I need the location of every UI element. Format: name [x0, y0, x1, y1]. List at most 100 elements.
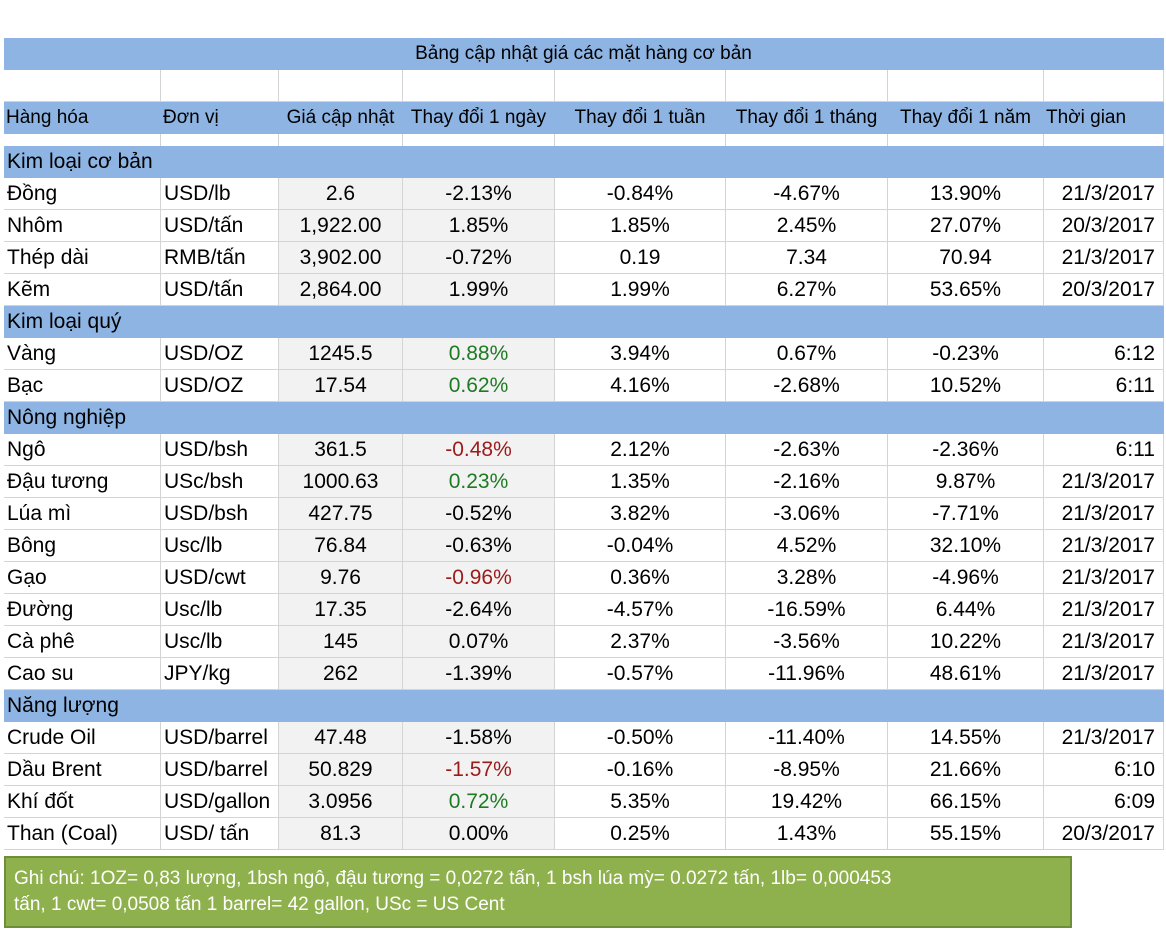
cell-price: 17.54 — [279, 370, 403, 402]
cell-price: 1245.5 — [279, 338, 403, 370]
table-body: Kim loại cơ bản Đồng USD/lb 2.6 -2.13% -0.84%… — [4, 146, 1164, 850]
gap-cell — [726, 134, 888, 146]
cell-change-week: 1.85% — [555, 210, 726, 242]
category-row: Nông nghiệp — [4, 402, 1164, 434]
note-line-2: tấn, 1 cwt= 0,0508 tấn 1 barrel= 42 gall… — [14, 894, 505, 915]
cell-change-day: -1.39% — [403, 658, 555, 690]
cell-change-month: -2.63% — [726, 434, 888, 466]
cell-price: 1000.63 — [279, 466, 403, 498]
table-row: Bông Usc/lb 76.84 -0.63% -0.04% 4.52% 32.10% 21… — [4, 530, 1164, 562]
table-row: Lúa mì USD/bsh 427.75 -0.52% 3.82% -3.06% -7.7… — [4, 498, 1164, 530]
cell-change-week: -4.57% — [555, 594, 726, 626]
cell-price: 2,864.00 — [279, 274, 403, 306]
header-price: Giá cập nhật — [279, 102, 403, 134]
cell-commodity: Đồng — [4, 178, 161, 210]
cell-unit: USD/lb — [161, 178, 279, 210]
cell-change-day: 0.88% — [403, 338, 555, 370]
cell-change-week: -0.16% — [555, 754, 726, 786]
title-row: Bảng cập nhật giá các mặt hàng cơ bản — [4, 38, 1164, 70]
cell-change-year: 9.87% — [888, 466, 1044, 498]
cell-time: 21/3/2017 — [1044, 722, 1164, 754]
cell-price: 76.84 — [279, 530, 403, 562]
blank-cell — [888, 70, 1044, 102]
table-row: Crude Oil USD/barrel 47.48 -1.58% -0.50% -11.… — [4, 722, 1164, 754]
table-row: Khí đốt USD/gallon 3.0956 0.72% 5.35% 19.42% 6… — [4, 786, 1164, 818]
cell-commodity: Đậu tương — [4, 466, 161, 498]
table-row: Cà phê Usc/lb 145 0.07% 2.37% -3.56% 10.22% 21/… — [4, 626, 1164, 658]
cell-commodity: Bạc — [4, 370, 161, 402]
cell-change-week: 0.36% — [555, 562, 726, 594]
note-box: Ghi chú: 1OZ= 0,83 lượng, 1bsh ngô, đậu … — [4, 856, 1072, 928]
cell-price: 50.829 — [279, 754, 403, 786]
cell-time: 21/3/2017 — [1044, 242, 1164, 274]
header-unit: Đơn vị — [161, 102, 279, 134]
cell-commodity: Lúa mì — [4, 498, 161, 530]
cell-commodity: Than (Coal) — [4, 818, 161, 850]
cell-time: 6:12 — [1044, 338, 1164, 370]
cell-unit: USD/barrel — [161, 722, 279, 754]
cell-change-year: 70.94 — [888, 242, 1044, 274]
cell-price: 2.6 — [279, 178, 403, 210]
cell-unit: USD/barrel — [161, 754, 279, 786]
gap-cell — [4, 134, 161, 146]
category-label: Kim loại cơ bản — [4, 146, 1164, 178]
cell-price: 1,922.00 — [279, 210, 403, 242]
cell-change-week: 3.94% — [555, 338, 726, 370]
cell-time: 20/3/2017 — [1044, 274, 1164, 306]
category-label: Nông nghiệp — [4, 402, 1164, 434]
cell-price: 262 — [279, 658, 403, 690]
blank-cell — [279, 70, 403, 102]
table-row: Vàng USD/OZ 1245.5 0.88% 3.94% 0.67% -0.23% 6:1… — [4, 338, 1164, 370]
cell-change-week: 3.82% — [555, 498, 726, 530]
cell-price: 9.76 — [279, 562, 403, 594]
cell-time: 6:10 — [1044, 754, 1164, 786]
cell-change-month: -11.96% — [726, 658, 888, 690]
cell-change-day: 0.62% — [403, 370, 555, 402]
cell-change-year: 53.65% — [888, 274, 1044, 306]
cell-change-year: 10.22% — [888, 626, 1044, 658]
cell-change-week: 4.16% — [555, 370, 726, 402]
cell-change-month: 4.52% — [726, 530, 888, 562]
cell-change-month: 3.28% — [726, 562, 888, 594]
cell-time: 21/3/2017 — [1044, 498, 1164, 530]
cell-time: 21/3/2017 — [1044, 530, 1164, 562]
cell-price: 145 — [279, 626, 403, 658]
gap-row — [4, 134, 1164, 146]
header-change-year: Thay đổi 1 năm — [888, 102, 1044, 134]
cell-change-year: -2.36% — [888, 434, 1044, 466]
cell-change-week: 1.99% — [555, 274, 726, 306]
table-row: Kẽm USD/tấn 2,864.00 1.99% 1.99% 6.27% 53.65% 2… — [4, 274, 1164, 306]
cell-change-week: 1.35% — [555, 466, 726, 498]
blank-cell — [1044, 70, 1164, 102]
cell-commodity: Dầu Brent — [4, 754, 161, 786]
cell-time: 20/3/2017 — [1044, 210, 1164, 242]
cell-change-day: -0.96% — [403, 562, 555, 594]
cell-unit: USc/bsh — [161, 466, 279, 498]
cell-change-month: -3.06% — [726, 498, 888, 530]
cell-time: 21/3/2017 — [1044, 178, 1164, 210]
cell-commodity: Cà phê — [4, 626, 161, 658]
cell-change-day: -1.57% — [403, 754, 555, 786]
cell-time: 21/3/2017 — [1044, 658, 1164, 690]
cell-commodity: Thép dài — [4, 242, 161, 274]
cell-unit: USD/ tấn — [161, 818, 279, 850]
header-commodity: Hàng hóa — [4, 102, 161, 134]
category-row: Kim loại cơ bản — [4, 146, 1164, 178]
blank-cell — [555, 70, 726, 102]
cell-change-day: -2.13% — [403, 178, 555, 210]
price-table: Bảng cập nhật giá các mặt hàng cơ bản Hà… — [4, 38, 1164, 850]
category-label: Năng lượng — [4, 690, 1164, 722]
cell-unit: USD/cwt — [161, 562, 279, 594]
cell-price: 3.0956 — [279, 786, 403, 818]
cell-change-day: 1.85% — [403, 210, 555, 242]
cell-change-day: -0.72% — [403, 242, 555, 274]
table-row: Than (Coal) USD/ tấn 81.3 0.00% 0.25% 1.43% 55… — [4, 818, 1164, 850]
cell-change-week: -0.50% — [555, 722, 726, 754]
cell-time: 21/3/2017 — [1044, 466, 1164, 498]
cell-change-month: 0.67% — [726, 338, 888, 370]
cell-time: 6:11 — [1044, 370, 1164, 402]
cell-change-day: -0.52% — [403, 498, 555, 530]
cell-commodity: Nhôm — [4, 210, 161, 242]
cell-change-month: 19.42% — [726, 786, 888, 818]
cell-change-week: 5.35% — [555, 786, 726, 818]
